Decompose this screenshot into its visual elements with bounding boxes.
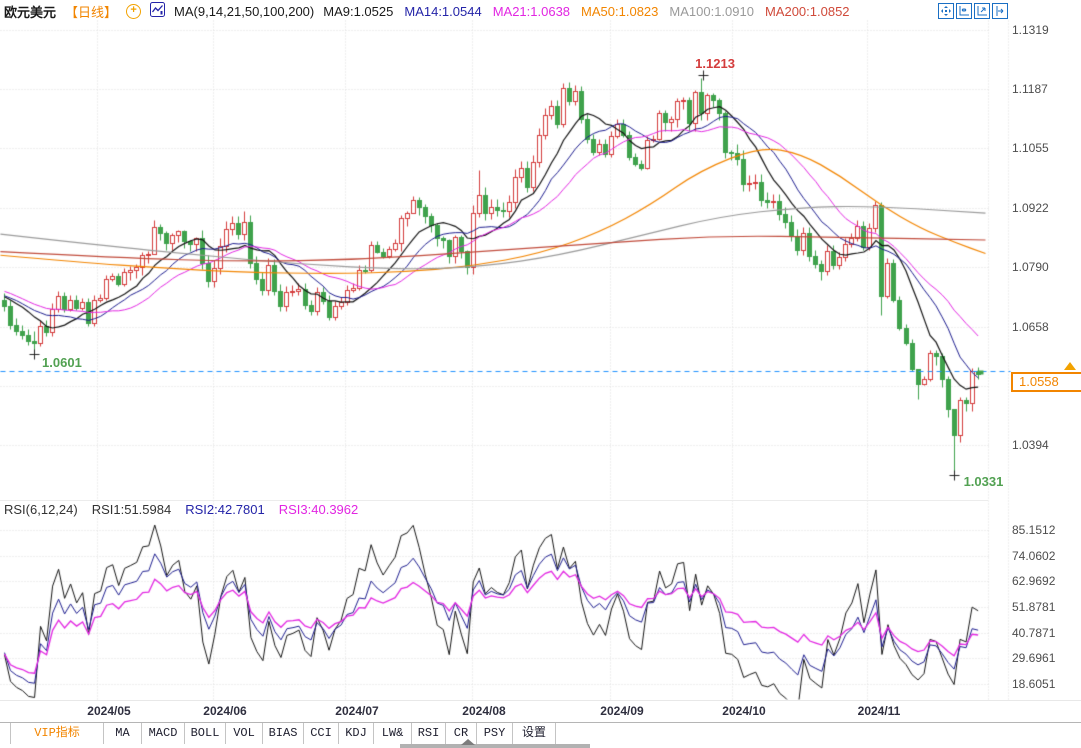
rsi-axis-label: 51.8781: [1012, 600, 1056, 614]
rsi-value-rsi2: RSI2:42.7801: [185, 502, 265, 517]
tab-partial[interactable]: [0, 723, 11, 744]
rsi-axis-label: 62.9692: [1012, 574, 1056, 588]
ma-value-ma9: MA9:1.0525: [323, 3, 394, 19]
current-price-tag: 1.0558: [1011, 372, 1081, 392]
ma-value-ma100: MA100:1.0910: [669, 3, 754, 19]
rsi-axis-label: 40.7871: [1012, 626, 1056, 640]
rsi-legend: RSI(6,12,24) RSI1:51.5984 RSI2:42.7801 RSI…: [4, 502, 358, 517]
shift-right-icon[interactable]: [992, 3, 1008, 19]
rsi-values: RSI1:51.5984 RSI2:42.7801 RSI3:40.3962: [92, 502, 359, 517]
tab-cci[interactable]: CCI: [304, 723, 339, 744]
pan-icon[interactable]: [938, 3, 954, 19]
ma-value-ma200: MA200:1.0852: [764, 3, 850, 19]
period-badge[interactable]: 【日线】: [65, 4, 118, 20]
time-axis-label: 2024/07: [335, 704, 379, 718]
tab-bias[interactable]: BIAS: [263, 723, 304, 744]
tab-ma[interactable]: MA: [104, 723, 142, 744]
symbol-title: 欧元美元: [4, 4, 57, 20]
time-axis-label: 2024/09: [600, 704, 644, 718]
chart-header: 欧元美元 【日线】 + MA(9,14,21,50,100,200) MA9:1…: [4, 2, 850, 20]
tab-lw[interactable]: LW&: [374, 723, 412, 744]
time-axis-label: 2024/06: [203, 704, 247, 718]
current-price-value: 1.0558: [1019, 374, 1059, 389]
tab-vol[interactable]: VOL: [226, 723, 263, 744]
chart-type-icon[interactable]: [150, 2, 166, 20]
tab-kdj[interactable]: KDJ: [339, 723, 374, 744]
time-axis-label: 2024/05: [87, 704, 131, 718]
rsi-value-rsi3: RSI3:40.3962: [278, 502, 359, 517]
time-axis-label: 2024/08: [462, 704, 506, 718]
x-axis-scale-icon[interactable]: [956, 3, 972, 19]
ma-value-ma21: MA21:1.0638: [492, 3, 571, 19]
indicator-tabbar: VIP指标 MA MACD BOLL VOL BIAS CCI KDJ LW& RSI CR PSY 设…: [0, 722, 1081, 745]
tab-vip[interactable]: VIP指标: [11, 723, 104, 744]
rsi-value-rsi1: RSI1:51.5984: [91, 502, 172, 517]
time-axis-label: 2024/11: [857, 704, 901, 718]
price-up-arrow-icon: [1064, 362, 1076, 370]
price-marker-1-0331: 1.0331: [963, 474, 1004, 490]
ma-settings-label: MA(9,14,21,50,100,200): [174, 3, 315, 19]
chart-toolbar: [938, 3, 1008, 19]
ma-value-ma50: MA50:1.0823: [581, 3, 659, 19]
rsi-axis-label: 18.6051: [1012, 677, 1056, 691]
scroll-up-arrow-icon[interactable]: [461, 739, 475, 745]
tab-cr[interactable]: CR: [446, 723, 477, 744]
tab-[interactable]: 设置: [513, 723, 556, 744]
add-indicator-icon[interactable]: +: [126, 3, 142, 19]
time-axis-label: 2024/10: [722, 704, 766, 718]
rsi-axis-label: 74.0602: [1012, 549, 1056, 563]
ma-value-ma14: MA14:1.0544: [404, 3, 482, 19]
rsi-axis-label: 85.1512: [1012, 523, 1056, 537]
tab-psy[interactable]: PSY: [477, 723, 513, 744]
price-axis-label: 1.0394: [1012, 438, 1049, 452]
rsi-settings-label: RSI(6,12,24): [4, 502, 78, 517]
tab-macd[interactable]: MACD: [142, 723, 185, 744]
price-axis-label: 1.1319: [1012, 23, 1049, 37]
price-axis-label: 1.1055: [1012, 141, 1049, 155]
price-axis-label: 1.0790: [1012, 260, 1049, 274]
price-marker-1-0601: 1.0601: [42, 355, 82, 371]
y-axis-scale-icon[interactable]: [974, 3, 990, 19]
price-axis-label: 1.0922: [1012, 201, 1049, 215]
price-axis-label: 1.1187: [1012, 82, 1048, 96]
price-axis-label: 1.0658: [1012, 320, 1049, 334]
tab-boll[interactable]: BOLL: [185, 723, 226, 744]
axis-divider: [0, 700, 1081, 701]
ma-values: MA9:1.0525 MA14:1.0544 MA21:1.0638 MA50:1.0…: [323, 4, 849, 19]
price-marker-1-1213: 1.1213: [695, 55, 735, 71]
rsi-axis-label: 29.6961: [1012, 651, 1056, 665]
panel-divider: [0, 500, 988, 501]
horizontal-scrollbar[interactable]: [400, 744, 590, 748]
tab-rsi[interactable]: RSI: [412, 723, 446, 744]
